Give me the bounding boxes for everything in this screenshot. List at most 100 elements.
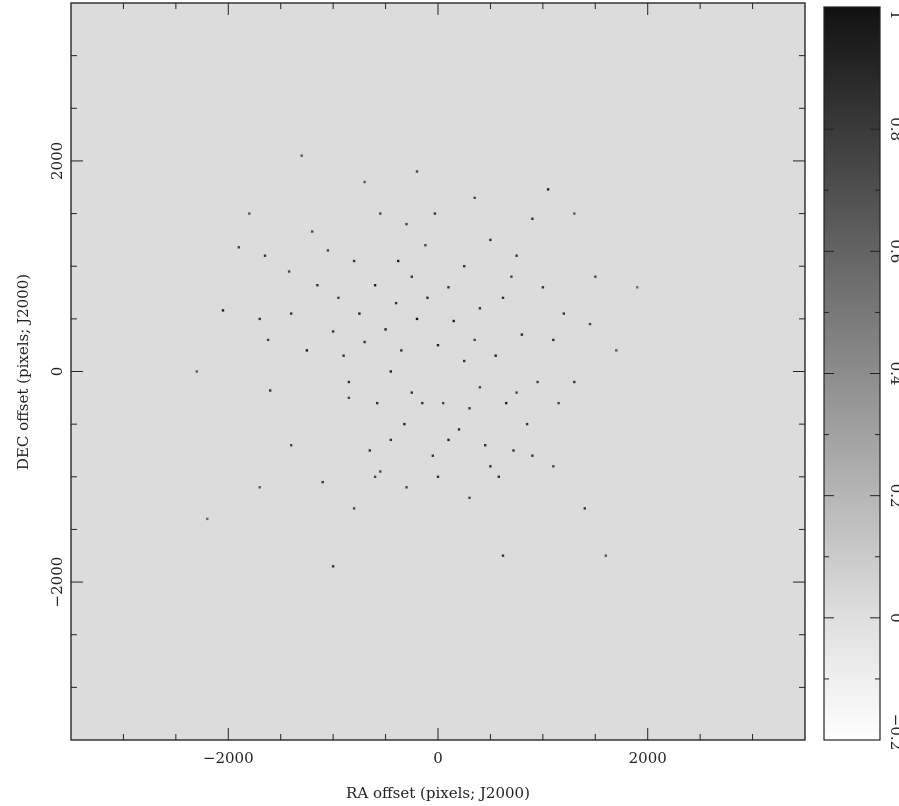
data-point	[489, 238, 492, 242]
data-point	[452, 319, 455, 323]
data-point	[501, 554, 505, 557]
data-point	[400, 349, 403, 352]
data-point	[525, 422, 529, 426]
colorbar-tick-label: 0.6	[887, 239, 899, 263]
data-point	[405, 486, 408, 489]
data-point	[497, 475, 500, 478]
colorbar-tick-label: 0.8	[887, 117, 899, 141]
data-point	[195, 370, 198, 373]
data-point	[447, 286, 450, 289]
data-point	[531, 217, 534, 220]
data-point	[389, 370, 392, 373]
data-point	[478, 307, 482, 310]
data-point	[501, 296, 505, 299]
data-point	[573, 380, 576, 384]
data-point	[588, 322, 592, 326]
data-point	[363, 340, 366, 344]
data-point	[373, 284, 377, 287]
data-point	[352, 259, 356, 263]
data-point	[305, 349, 309, 352]
data-point	[604, 554, 607, 557]
x-tick-label: 0	[433, 749, 443, 767]
data-point	[290, 444, 293, 447]
data-point	[258, 486, 261, 489]
data-point	[258, 317, 261, 321]
data-point	[447, 438, 450, 442]
x-axis-title: RA offset (pixels; J2000)	[346, 784, 530, 802]
data-point	[424, 244, 427, 247]
data-point	[221, 309, 225, 312]
data-point	[536, 380, 539, 384]
data-point	[520, 333, 524, 336]
data-point	[394, 301, 398, 305]
data-point	[457, 428, 461, 431]
colorbar-tick-label: 0.2	[887, 484, 899, 508]
data-point	[373, 475, 377, 478]
data-point	[347, 396, 351, 399]
data-point	[512, 449, 515, 452]
data-point	[300, 154, 303, 157]
data-point	[552, 465, 555, 468]
data-point	[316, 284, 319, 287]
colorbar: −0.2 0 0.2 0.4 0.6 0.8 1	[823, 6, 899, 750]
data-point	[415, 317, 419, 321]
data-point	[510, 275, 513, 278]
data-point	[331, 330, 335, 333]
data-point	[326, 249, 330, 252]
data-point	[463, 359, 466, 363]
data-point	[397, 259, 400, 263]
data-point	[410, 391, 413, 394]
data-point	[342, 354, 345, 357]
data-point	[636, 286, 639, 289]
data-point	[473, 338, 476, 342]
y-axis-ticks: −2000 0 2000	[48, 55, 805, 688]
data-point	[442, 401, 445, 405]
colorbar-tick-label: 0	[887, 613, 899, 623]
data-point	[415, 170, 419, 173]
data-point	[557, 401, 560, 405]
data-point	[311, 230, 314, 233]
data-point	[384, 328, 387, 331]
plot-frame	[70, 2, 806, 741]
data-point	[562, 312, 565, 315]
data-point	[206, 517, 209, 521]
data-point	[494, 354, 497, 357]
data-point	[573, 212, 576, 215]
data-point	[379, 212, 382, 215]
plot-noise	[71, 3, 805, 740]
data-point	[489, 465, 492, 468]
data-point	[248, 212, 251, 215]
data-point	[376, 401, 379, 405]
data-point	[505, 401, 508, 405]
data-point	[583, 507, 586, 510]
points-layer	[195, 154, 639, 568]
data-point	[379, 470, 382, 473]
colorbar-tick-label: 1	[887, 10, 899, 20]
data-point	[263, 254, 267, 257]
data-point	[546, 188, 550, 191]
y-tick-label: −2000	[48, 557, 66, 608]
data-point	[290, 312, 293, 315]
data-point	[431, 454, 434, 457]
data-point	[368, 449, 371, 452]
data-point	[515, 391, 518, 394]
data-point	[541, 286, 545, 289]
data-point	[358, 312, 361, 315]
data-point	[473, 196, 476, 199]
data-point	[352, 507, 356, 510]
data-point	[321, 480, 324, 484]
data-point	[421, 401, 424, 405]
data-point	[266, 338, 270, 342]
data-point	[237, 246, 240, 249]
plot-area: −2000 0 2000 −2000 0 2000	[48, 2, 806, 767]
x-axis-ticks: −2000 0 2000	[122, 3, 754, 767]
data-point	[405, 222, 408, 226]
colorbar-tick-label: 0.4	[887, 362, 899, 386]
data-point	[468, 407, 471, 410]
data-point	[484, 444, 487, 447]
data-point	[615, 349, 618, 352]
data-point	[337, 296, 340, 299]
data-point	[463, 265, 466, 268]
y-tick-label: 0	[48, 367, 66, 377]
